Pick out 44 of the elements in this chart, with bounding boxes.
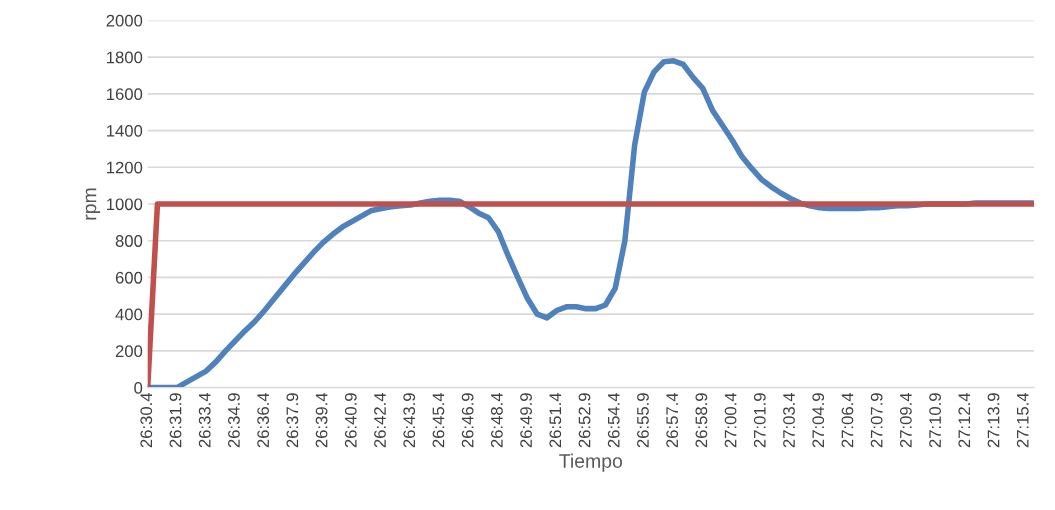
x-tick-label: 26:46.9 [461, 393, 474, 448]
x-tick-label: 27:15.4 [1016, 392, 1029, 448]
x-tick-label: 27:03.4 [783, 392, 795, 448]
x-tick-label: 26:31.9 [169, 393, 182, 448]
y-tick-label: 200 [115, 345, 143, 358]
x-tick-label: 26:40.9 [344, 393, 357, 448]
y-tick-label: 1200 [107, 161, 143, 174]
x-tick-label: 26:39.4 [315, 392, 328, 448]
y-tick-label: 1600 [107, 88, 143, 101]
y-axis-title: rpm [85, 188, 101, 220]
x-tick-label: 26:48.4 [490, 392, 503, 448]
x-tick-label: 26:36.4 [257, 392, 270, 448]
x-tick-label: 27:01.9 [753, 393, 766, 448]
x-tick-label: 27:00.4 [724, 392, 737, 448]
x-tick-label: 26:49.9 [520, 393, 532, 448]
x-tick-label: 26:37.9 [286, 393, 299, 448]
x-tick-label: 27:04.9 [812, 393, 825, 448]
x-tick-label: 26:58.9 [695, 393, 708, 448]
x-tick-label: 26:55.9 [637, 393, 649, 448]
x-tick-label: 26:52.9 [578, 393, 591, 448]
y-tick-label: 1800 [107, 51, 143, 64]
y-tick-label: 1400 [107, 124, 143, 137]
x-tick-label: 26:57.4 [666, 392, 679, 448]
x-tick-label: 26:43.9 [403, 393, 416, 448]
x-tick-label: 26:51.4 [549, 392, 562, 448]
x-tick-label: 27:12.4 [958, 392, 971, 448]
y-tick-label: 800 [115, 235, 143, 247]
x-axis-title: Tiempo [559, 453, 623, 472]
y-tick-label: 0 [134, 382, 143, 394]
y-tick-label: 600 [115, 271, 143, 284]
x-tick-label: 27:09.4 [899, 392, 912, 448]
x-tick-label: 26:33.4 [198, 392, 211, 448]
x-tick-label: 26:42.4 [374, 392, 386, 448]
x-tick-label: 26:54.4 [607, 392, 620, 448]
x-tick-label: 27:07.9 [870, 393, 883, 448]
x-tick-label: 27:10.9 [929, 393, 941, 448]
y-tick-label: 400 [115, 308, 143, 321]
y-tick-label: 1000 [107, 198, 143, 211]
y-tick-label: 2000 [106, 14, 143, 27]
x-tick-label: 26:45.4 [432, 392, 445, 448]
x-tick-label: 27:06.4 [841, 392, 854, 448]
x-tick-label: 26:30.4 [140, 392, 153, 448]
x-tick-label: 27:13.9 [987, 393, 1000, 448]
x-tick-label: 26:34.9 [228, 393, 240, 448]
